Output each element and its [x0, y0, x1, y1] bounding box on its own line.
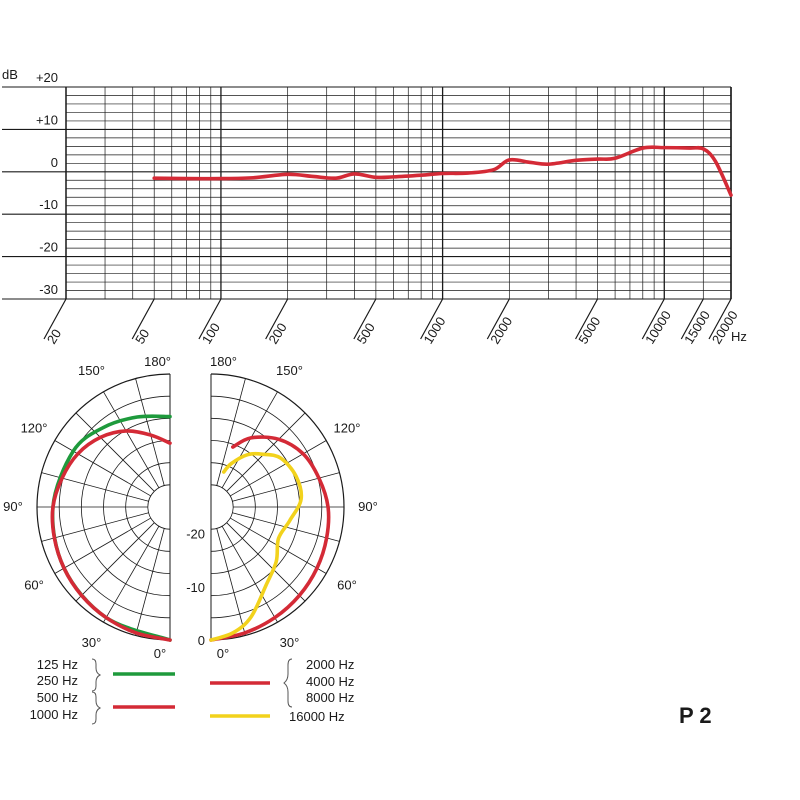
polar-spoke: [221, 525, 278, 623]
polar-angle-label-left: 90°: [3, 499, 23, 514]
frequency-response-chart: +20 +10 0 -10 -20 -30 dB 20 50 100 200 500 1000 200…: [2, 67, 747, 347]
polar-angle-label-left: 60°: [24, 578, 44, 593]
legend-label-16000hz: 16000 Hz: [289, 709, 345, 724]
polar-spoke: [232, 472, 340, 502]
legend-label-250hz: 250 Hz: [37, 673, 78, 688]
polar-angle-label-left: 30°: [82, 635, 102, 650]
polar-spoke: [216, 528, 246, 636]
x-tick-mark: [641, 298, 665, 340]
x-tick-mark: [131, 298, 155, 340]
polar-angle-label-right: 30°: [280, 635, 300, 650]
polar-left-half: [36, 373, 171, 641]
legend-brace-left-2: [91, 691, 102, 725]
x-tick-label: 10000: [642, 308, 674, 347]
x-tick-label: 5000: [575, 314, 603, 346]
polar-angle-label-right: 90°: [358, 499, 378, 514]
x-tick-label: 20: [44, 326, 64, 346]
polar-angle-label-left: 120°: [21, 421, 48, 436]
polar-angle-label-right: 60°: [337, 578, 357, 593]
x-unit-label: Hz: [731, 329, 747, 344]
polar-angle-label-right: 150°: [276, 363, 303, 378]
polar-curve-right: [209, 435, 331, 642]
polar-spoke: [54, 440, 152, 497]
polar-spoke: [75, 522, 155, 602]
polar-curve-right: [209, 451, 304, 642]
y-unit-label: dB: [2, 67, 18, 82]
polar-radius-label: 0: [198, 633, 205, 648]
x-tick-mark: [43, 298, 67, 340]
polar-spoke: [103, 391, 160, 489]
x-tick-label: 1000: [420, 314, 448, 346]
x-tick-mark: [198, 298, 222, 340]
legend-label-1000hz: 1000 Hz: [30, 707, 78, 722]
polar-curve-left: [50, 429, 172, 642]
polar-spoke: [103, 525, 160, 623]
x-tick-mark: [420, 298, 444, 340]
x-tick-label: 2000: [487, 314, 515, 346]
polar-curves: [50, 414, 331, 642]
legend-label-8000hz: 8000 Hz: [306, 690, 354, 705]
legend-label-4000hz: 4000 Hz: [306, 674, 354, 689]
polar-spoke: [216, 378, 246, 486]
y-tick-label: 0: [51, 155, 58, 170]
polar-angle-label-left: 150°: [78, 363, 105, 378]
polar-angle-label-right: 120°: [334, 421, 361, 436]
y-tick-label: +20: [36, 70, 58, 85]
polar-angle-label-left: 0°: [154, 646, 166, 661]
x-tick-mark: [708, 298, 732, 340]
polar-radius-label: -10: [186, 580, 205, 595]
polar-ring: [210, 484, 234, 530]
polar-pattern-chart: 180° 180° 150° 150° 120° 120° 90° 90° 60° 60° 30° 3…: [3, 354, 378, 661]
x-tick-label: 15000: [681, 308, 713, 347]
polar-ring: [147, 484, 171, 530]
legend-brace-right: [283, 658, 293, 708]
x-tick-label: 200: [265, 320, 289, 346]
polar-radius-label: -20: [186, 527, 205, 542]
legend-label-2000hz: 2000 Hz: [306, 657, 354, 672]
x-tick-mark: [575, 298, 599, 340]
model-label: P 2: [679, 703, 712, 728]
legend-label-125hz: 125 Hz: [37, 657, 78, 672]
polar-spoke: [54, 517, 152, 574]
x-tick-mark: [486, 298, 510, 340]
y-tick-label: -10: [39, 197, 58, 212]
frequency-y-tick-labels: +20 +10 0 -10 -20 -30: [36, 70, 58, 297]
polar-spoke: [226, 412, 306, 492]
legend-brace-left-1: [91, 658, 102, 692]
polar-spoke: [41, 512, 149, 542]
frequency-response-line: [152, 145, 733, 197]
polar-angle-label-left: 180°: [144, 354, 171, 369]
x-tick-mark: [680, 298, 704, 340]
polar-angle-label-right: 0°: [217, 646, 229, 661]
y-tick-label: -20: [39, 240, 58, 255]
polar-spoke: [226, 522, 306, 602]
x-tick-label: 50: [132, 326, 152, 346]
x-tick-mark: [265, 298, 289, 340]
polar-angle-labels: 180° 180° 150° 150° 120° 120° 90° 90° 60° 60° 30° 3…: [3, 354, 378, 661]
legend-label-500hz: 500 Hz: [37, 690, 78, 705]
y-tick-label: -30: [39, 282, 58, 297]
frequency-grid: [2, 86, 732, 300]
polar-spoke: [135, 378, 165, 486]
polar-spoke: [229, 440, 327, 497]
polar-right-half: [210, 373, 345, 641]
x-tick-label: 100: [199, 320, 223, 346]
polar-spoke: [75, 412, 155, 492]
x-tick-mark: [353, 298, 377, 340]
legend: 125 Hz 250 Hz 500 Hz 1000 Hz 2000 Hz 400…: [30, 657, 354, 725]
polar-angle-label-right: 180°: [210, 354, 237, 369]
x-tick-label: 500: [354, 320, 378, 346]
polar-radius-labels: -20 -10 0: [186, 527, 205, 648]
polar-spoke: [135, 528, 165, 636]
y-tick-label: +10: [36, 112, 58, 127]
